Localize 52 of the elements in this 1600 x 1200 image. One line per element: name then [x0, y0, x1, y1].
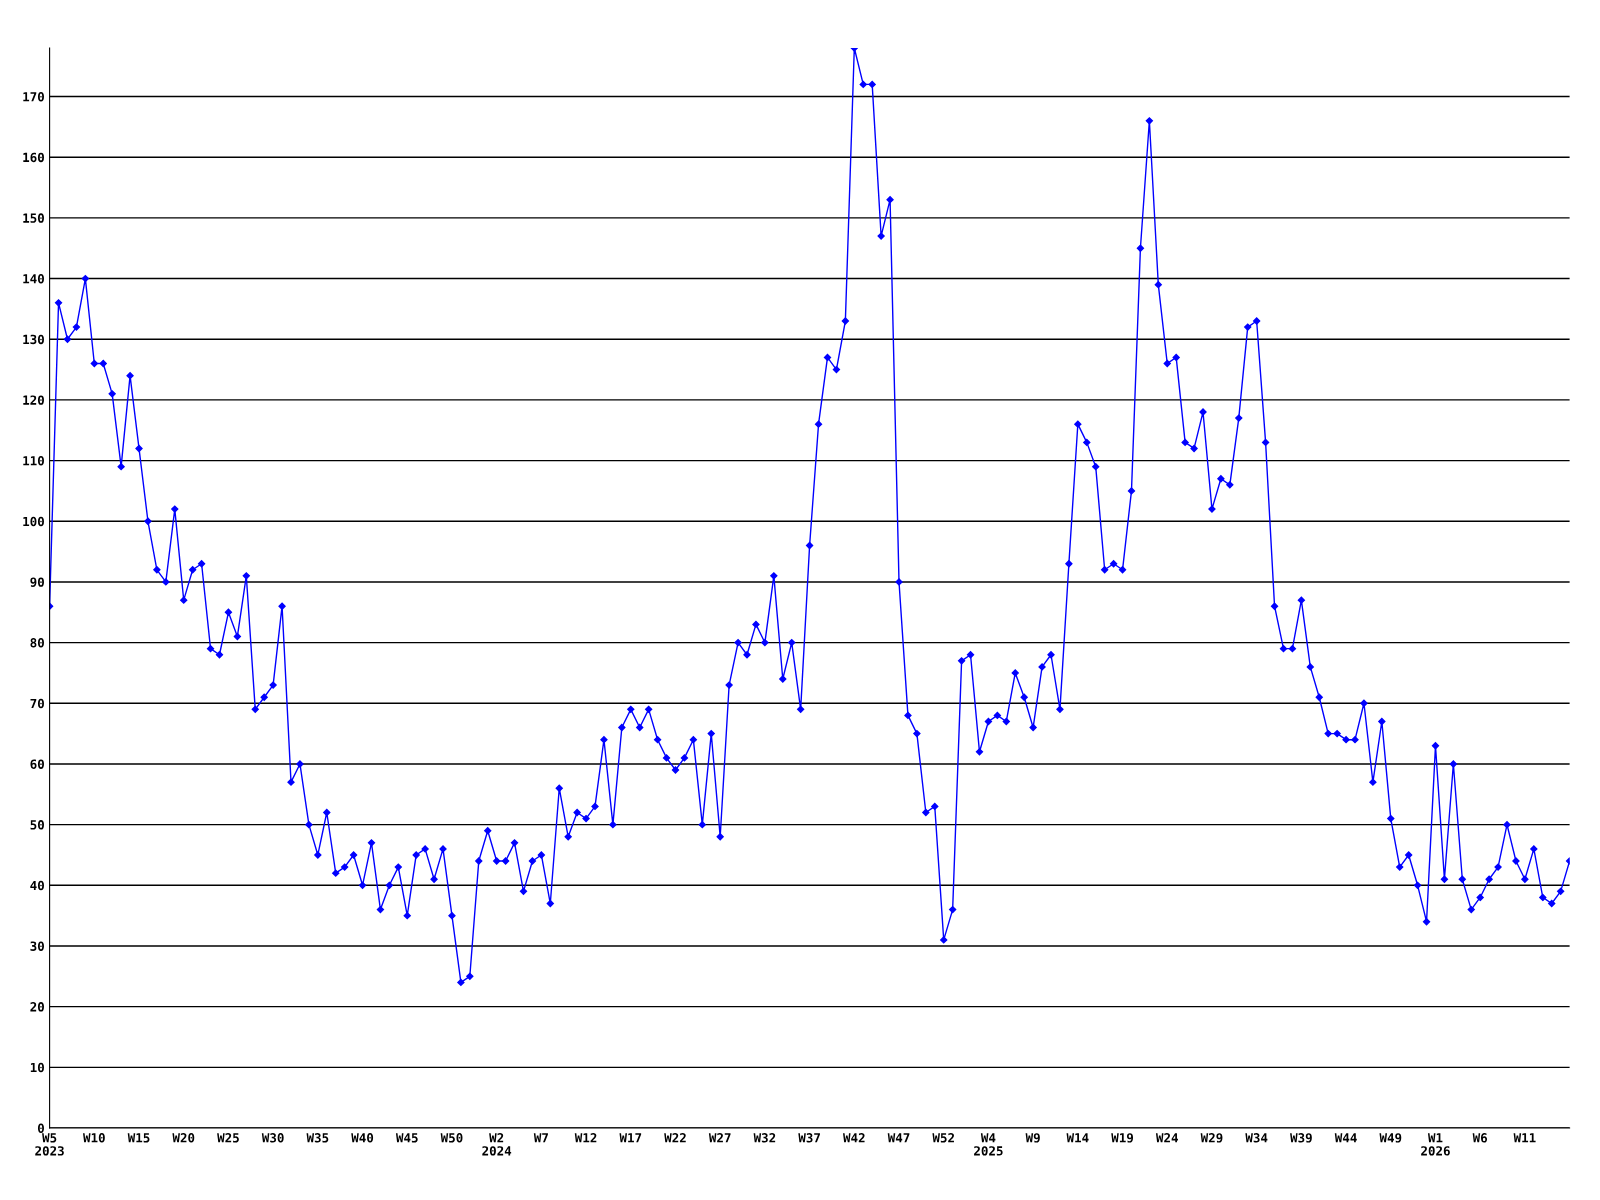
x-tick-label: W40 [351, 1133, 374, 1143]
x-tick-label: W47 [887, 1133, 910, 1143]
x-tick-label: W37 [798, 1133, 820, 1143]
x-tick-label: W2 2024 [482, 1133, 512, 1156]
y-tick-label: 60 [30, 759, 44, 769]
y-tick-label: 30 [30, 941, 44, 951]
y-tick-label: 100 [23, 516, 44, 527]
x-tick-label: W15 [127, 1133, 150, 1143]
y-tick-label: 170 [23, 92, 44, 102]
y-tick-label: 20 [30, 1002, 44, 1012]
x-tick-label: W5 2023 [35, 1133, 64, 1156]
x-tick-label: W34 [1245, 1133, 1268, 1143]
x-tick-label: W11 [1513, 1133, 1536, 1143]
x-tick-label: W42 [843, 1133, 865, 1143]
y-tick-label: 70 [30, 698, 44, 709]
x-tick-label: W10 [83, 1133, 105, 1143]
x-tick-label: W24 [1155, 1133, 1178, 1143]
y-tick-label: 110 [23, 456, 44, 466]
y-tick-label: 160 [23, 152, 44, 163]
x-tick-label: W50 [440, 1133, 463, 1143]
y-tick-label: 140 [23, 274, 44, 284]
x-tick-label: W49 [1379, 1133, 1402, 1143]
x-tick-label: W7 [533, 1133, 548, 1143]
x-tick-label: W17 [619, 1133, 642, 1143]
x-tick-label: W29 [1200, 1133, 1223, 1143]
y-tick-label: 120 [23, 395, 44, 405]
x-tick-label: W9 [1025, 1133, 1040, 1143]
x-tick-label: W19 [1111, 1133, 1134, 1143]
x-tick-label: W27 [708, 1133, 731, 1143]
x-tick-label: W35 [306, 1133, 329, 1143]
x-tick-label: W32 [753, 1133, 776, 1143]
y-tick-label: 40 [30, 880, 44, 891]
x-tick-label: W12 [574, 1133, 597, 1143]
x-tick-label: W25 [217, 1133, 239, 1143]
x-tick-label: W4 2025 [974, 1133, 1003, 1156]
y-tick-label: 90 [30, 577, 44, 587]
x-tick-label: W6 [1472, 1133, 1488, 1143]
x-tick-label: W22 [664, 1133, 686, 1143]
x-tick-label: W1 2026 [1421, 1133, 1450, 1156]
x-tick-label: W44 [1334, 1133, 1357, 1143]
x-tick-label: W20 [172, 1133, 195, 1143]
x-tick-label: W14 [1066, 1133, 1089, 1143]
y-tick-label: 80 [30, 638, 44, 648]
y-tick-label: 150 [23, 213, 44, 223]
y-tick-label: 50 [30, 820, 44, 830]
x-tick-label: W30 [261, 1133, 284, 1143]
x-tick-label: W45 [395, 1133, 418, 1143]
y-tick-label: 10 [30, 1062, 44, 1073]
x-tick-label: W39 [1290, 1133, 1312, 1143]
y-tick-label: 0 [37, 1123, 44, 1133]
x-tick-label: W52 [932, 1133, 954, 1143]
y-tick-label: 130 [23, 334, 44, 345]
